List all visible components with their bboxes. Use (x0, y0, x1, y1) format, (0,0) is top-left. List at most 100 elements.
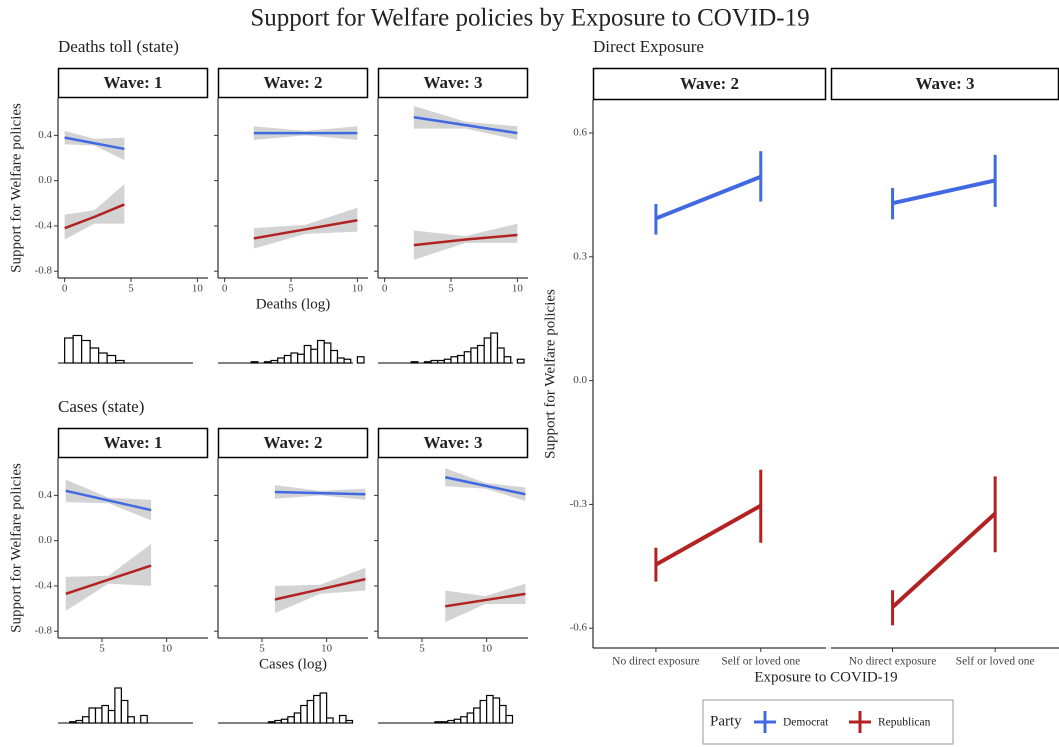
confidence-ribbon (64, 130, 125, 161)
histogram-bar (490, 332, 499, 364)
confidence-ribbon (65, 544, 152, 611)
legend-label: Democrat (783, 717, 829, 729)
x-tick-label: Self or loved one (721, 656, 800, 668)
facet-label: Wave: 3 (915, 74, 974, 93)
y-tick-label: 0.6 (573, 127, 587, 139)
x-tick-label: 5 (419, 643, 425, 655)
x-tick-label: No direct exposure (849, 656, 937, 668)
y-tick-label: 0.0 (573, 374, 587, 386)
connect-line (892, 178, 996, 206)
y-tick-label: -0.6 (570, 622, 588, 634)
confidence-ribbon (413, 105, 518, 140)
histogram-bar (457, 354, 465, 364)
facet-label: Wave: 1 (103, 433, 162, 452)
y-tick-label: -0.8 (35, 265, 53, 277)
histogram-bar (287, 716, 295, 724)
histogram-bar (326, 717, 334, 724)
fit-line (65, 564, 152, 596)
x-tick-label: 10 (352, 283, 364, 295)
histogram-bar (98, 352, 108, 364)
histogram-bar (473, 707, 481, 724)
histogram-bar (453, 718, 462, 724)
confidence-ribbon (64, 184, 125, 240)
histogram-bar (283, 354, 292, 364)
histogram-bar (277, 357, 285, 364)
facet-strip (377, 427, 529, 459)
fit-line (444, 476, 526, 496)
histogram-bar (297, 353, 305, 364)
histogram-bar (89, 347, 100, 364)
y-axis-label: Support for Welfare policies (8, 463, 24, 633)
histogram-bar (313, 694, 321, 724)
x-tick-label: 0 (222, 283, 228, 295)
histogram-bar (423, 361, 432, 364)
y-tick-label: 0.0 (38, 534, 52, 546)
histogram-bar (69, 721, 77, 724)
histogram-bar (310, 348, 319, 364)
fit-line (274, 577, 366, 601)
histogram-bar (127, 716, 135, 724)
x-tick-label: 5 (99, 643, 105, 655)
facet-strip (830, 67, 1059, 101)
panel-title: Cases (state) (58, 397, 144, 416)
facet-strip (377, 67, 529, 99)
x-tick-label: 5 (128, 283, 134, 295)
histogram-bar (280, 718, 289, 724)
x-axis-label: Exposure to COVID-19 (754, 669, 897, 685)
histogram-bar (263, 361, 272, 364)
fit-line (445, 592, 526, 608)
histogram-bar (267, 721, 276, 724)
histogram-bar (476, 344, 485, 364)
legend-label: Republican (878, 717, 931, 729)
y-tick-label: 0.0 (38, 174, 52, 186)
histogram-bar (306, 699, 315, 724)
facet-label: Wave: 2 (680, 74, 739, 93)
fit-line (413, 116, 518, 135)
histogram-bar (437, 359, 445, 364)
x-axis-label: Cases (log) (259, 656, 327, 672)
histogram-bar (75, 719, 84, 724)
y-tick-label: 0.4 (38, 489, 52, 501)
connect-line (891, 511, 997, 609)
x-tick-label: Self or loved one (956, 656, 1035, 668)
histogram-bar (300, 704, 308, 724)
histogram-bar (498, 704, 507, 724)
histogram-bar (115, 359, 125, 364)
x-tick-label: 10 (512, 283, 524, 295)
histogram-bar (470, 347, 479, 364)
histogram-bar (290, 352, 299, 364)
histogram-bar (140, 714, 148, 724)
fit-line (413, 233, 518, 247)
facet-strip (57, 427, 209, 459)
histogram-bar (483, 337, 492, 364)
fit-line (64, 136, 125, 151)
histogram-bar (319, 692, 328, 724)
facet-label: Wave: 3 (423, 433, 482, 452)
facet-strip (217, 427, 369, 459)
histogram-bar (447, 719, 455, 724)
y-tick-label: -0.3 (570, 498, 588, 510)
confidence-ribbon (445, 583, 526, 623)
histogram-bar (250, 361, 259, 364)
histogram-bar (330, 349, 339, 364)
x-tick-label: 5 (448, 283, 454, 295)
histogram-bar (120, 699, 129, 724)
histogram-bar (479, 699, 488, 724)
x-tick-label: 5 (259, 643, 265, 655)
histogram-bar (101, 704, 110, 724)
facet-strip (592, 67, 827, 101)
x-axis-label: Deaths (log) (256, 296, 331, 312)
facet-strip (217, 67, 369, 99)
x-tick-label: 5 (288, 283, 294, 295)
histogram-bar (270, 359, 279, 364)
histogram-bar (345, 719, 354, 724)
fit-line (64, 203, 125, 230)
connect-line (654, 503, 762, 567)
histogram-bar (505, 714, 514, 724)
legend-title: Party (710, 713, 742, 729)
histogram-bar (64, 337, 74, 364)
x-tick-label: No direct exposure (612, 656, 700, 668)
facet-label: Wave: 1 (103, 73, 162, 92)
histogram-bar (107, 709, 116, 724)
fit-line (253, 219, 358, 240)
